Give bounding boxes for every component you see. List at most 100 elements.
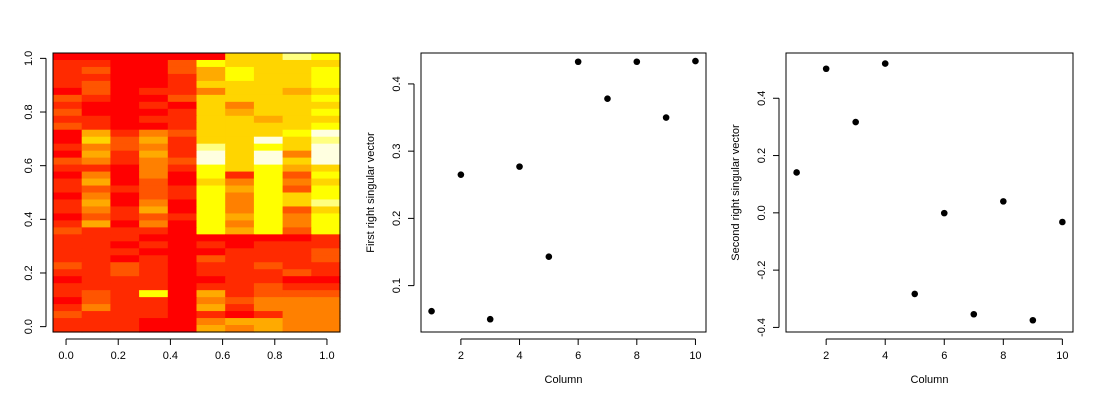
heatmap-cell	[167, 178, 198, 187]
y-tick-label: 0.0	[23, 319, 35, 334]
heatmap-cell	[282, 115, 312, 124]
heatmap-cell	[253, 269, 284, 277]
heatmap-cell	[81, 178, 111, 187]
heatmap-cell	[253, 234, 284, 242]
heatmap-cell	[139, 220, 169, 228]
x-tick-label: 0.8	[267, 350, 282, 362]
heatmap-cell	[196, 213, 226, 221]
heatmap-cell	[311, 262, 341, 270]
heatmap-cell	[282, 206, 312, 215]
heatmap-cell	[282, 53, 312, 61]
heatmap-cell	[282, 276, 312, 284]
heatmap-cell	[196, 164, 226, 173]
heatmap-cell	[139, 283, 169, 291]
heatmap-cell	[196, 192, 226, 201]
heatmap-cell	[167, 234, 198, 242]
data-point	[881, 60, 889, 67]
heatmap-cell	[110, 290, 140, 298]
heatmap-cell	[139, 66, 169, 75]
data-point	[428, 307, 435, 315]
data-point	[793, 169, 800, 176]
heatmap-cell	[282, 59, 312, 68]
heatmap-cell	[311, 241, 341, 249]
data-point	[457, 171, 465, 178]
heatmap-cell	[53, 297, 83, 305]
heatmap-cell	[225, 80, 255, 89]
heatmap-cell	[81, 108, 111, 117]
heatmap-cell	[81, 150, 111, 159]
x-tick-label: 0.6	[215, 350, 230, 362]
heatmap-cell	[311, 157, 341, 166]
heatmap-cell	[81, 269, 111, 277]
heatmap-cell	[253, 94, 284, 103]
heatmap-cell	[311, 185, 341, 194]
heatmap-cell	[282, 143, 312, 152]
heatmap-cell	[253, 171, 284, 180]
heatmap-cell	[81, 276, 111, 284]
heatmap-cell	[253, 115, 284, 124]
heatmap-cell	[311, 199, 341, 208]
plot-frame	[52, 52, 341, 333]
heatmap-cell	[282, 213, 312, 221]
heatmap-cell	[196, 122, 226, 131]
x-tick-label: 2	[823, 350, 829, 362]
heatmap-cell	[311, 150, 341, 159]
heatmap-cell	[196, 136, 226, 145]
heatmap-cell	[81, 66, 111, 75]
heatmap-cell	[167, 241, 198, 249]
heatmap-cell	[282, 108, 312, 117]
heatmap-cell	[167, 136, 198, 145]
y-tick-label: 0.8	[23, 104, 35, 119]
heatmap-cell	[311, 283, 341, 291]
heatmap-cell	[196, 227, 226, 235]
y-tick-label: -0.2	[756, 261, 768, 280]
heatmap-cell	[110, 220, 140, 228]
x-tick-label: 8	[1000, 350, 1006, 362]
heatmap-cell	[196, 283, 226, 291]
heatmap-cell	[225, 143, 255, 152]
y-tick-label: -0.4	[756, 318, 768, 337]
heatmap-cell	[53, 206, 83, 215]
heatmap-panel: 0.0 0.2 0.4 0.6 0.8 1.0 0.0 0.2 0.4 0.6 0.8 1.0	[23, 51, 341, 362]
heatmap-cell	[167, 255, 198, 263]
heatmap-cell	[253, 248, 284, 256]
heatmap-cell	[81, 185, 111, 194]
heatmap-cell	[53, 290, 83, 298]
x-tick-label: 10	[1056, 350, 1068, 362]
heatmap-cell	[81, 199, 111, 208]
heatmap-cell	[110, 122, 140, 131]
heatmap-cell	[139, 136, 169, 145]
heatmap-cell	[196, 262, 226, 270]
heatmap-cell	[196, 87, 226, 96]
heatmap-cell	[139, 59, 169, 68]
heatmap-cell	[196, 178, 226, 187]
heatmap-cell	[81, 325, 111, 333]
heatmap-cell	[167, 297, 198, 305]
heatmap-cell	[167, 248, 198, 256]
heatmap-cell	[282, 290, 312, 298]
heatmap-cell	[225, 318, 255, 326]
heatmap-cell	[225, 178, 255, 187]
heatmap-cell	[311, 59, 341, 68]
heatmap-cell	[110, 129, 140, 138]
heatmap-cell	[81, 157, 111, 166]
data-point	[633, 58, 641, 66]
heatmap-cell	[196, 143, 226, 152]
second-singular-vector-panel: 2 4 6 8 10 -0.4 -0.2 0.0 0.2 0.4 Column Second righ…	[730, 52, 1074, 386]
heatmap-cell	[253, 87, 284, 96]
heatmap-cell	[139, 192, 169, 201]
heatmap-cell	[196, 290, 226, 298]
heatmap-cell	[167, 122, 198, 131]
heatmap-cell	[196, 73, 226, 82]
heatmap-cell	[167, 80, 198, 89]
heatmap-cell	[311, 80, 341, 89]
heatmap-cell	[225, 227, 255, 235]
heatmap-cell	[311, 178, 341, 187]
heatmap-cell	[253, 150, 284, 159]
heatmap-cell	[225, 283, 255, 291]
heatmap-cell	[53, 199, 83, 208]
heatmap-cell	[110, 206, 140, 215]
heatmap-cell	[196, 255, 226, 263]
heatmap-cell	[139, 185, 169, 194]
heatmap-cell	[253, 241, 284, 249]
